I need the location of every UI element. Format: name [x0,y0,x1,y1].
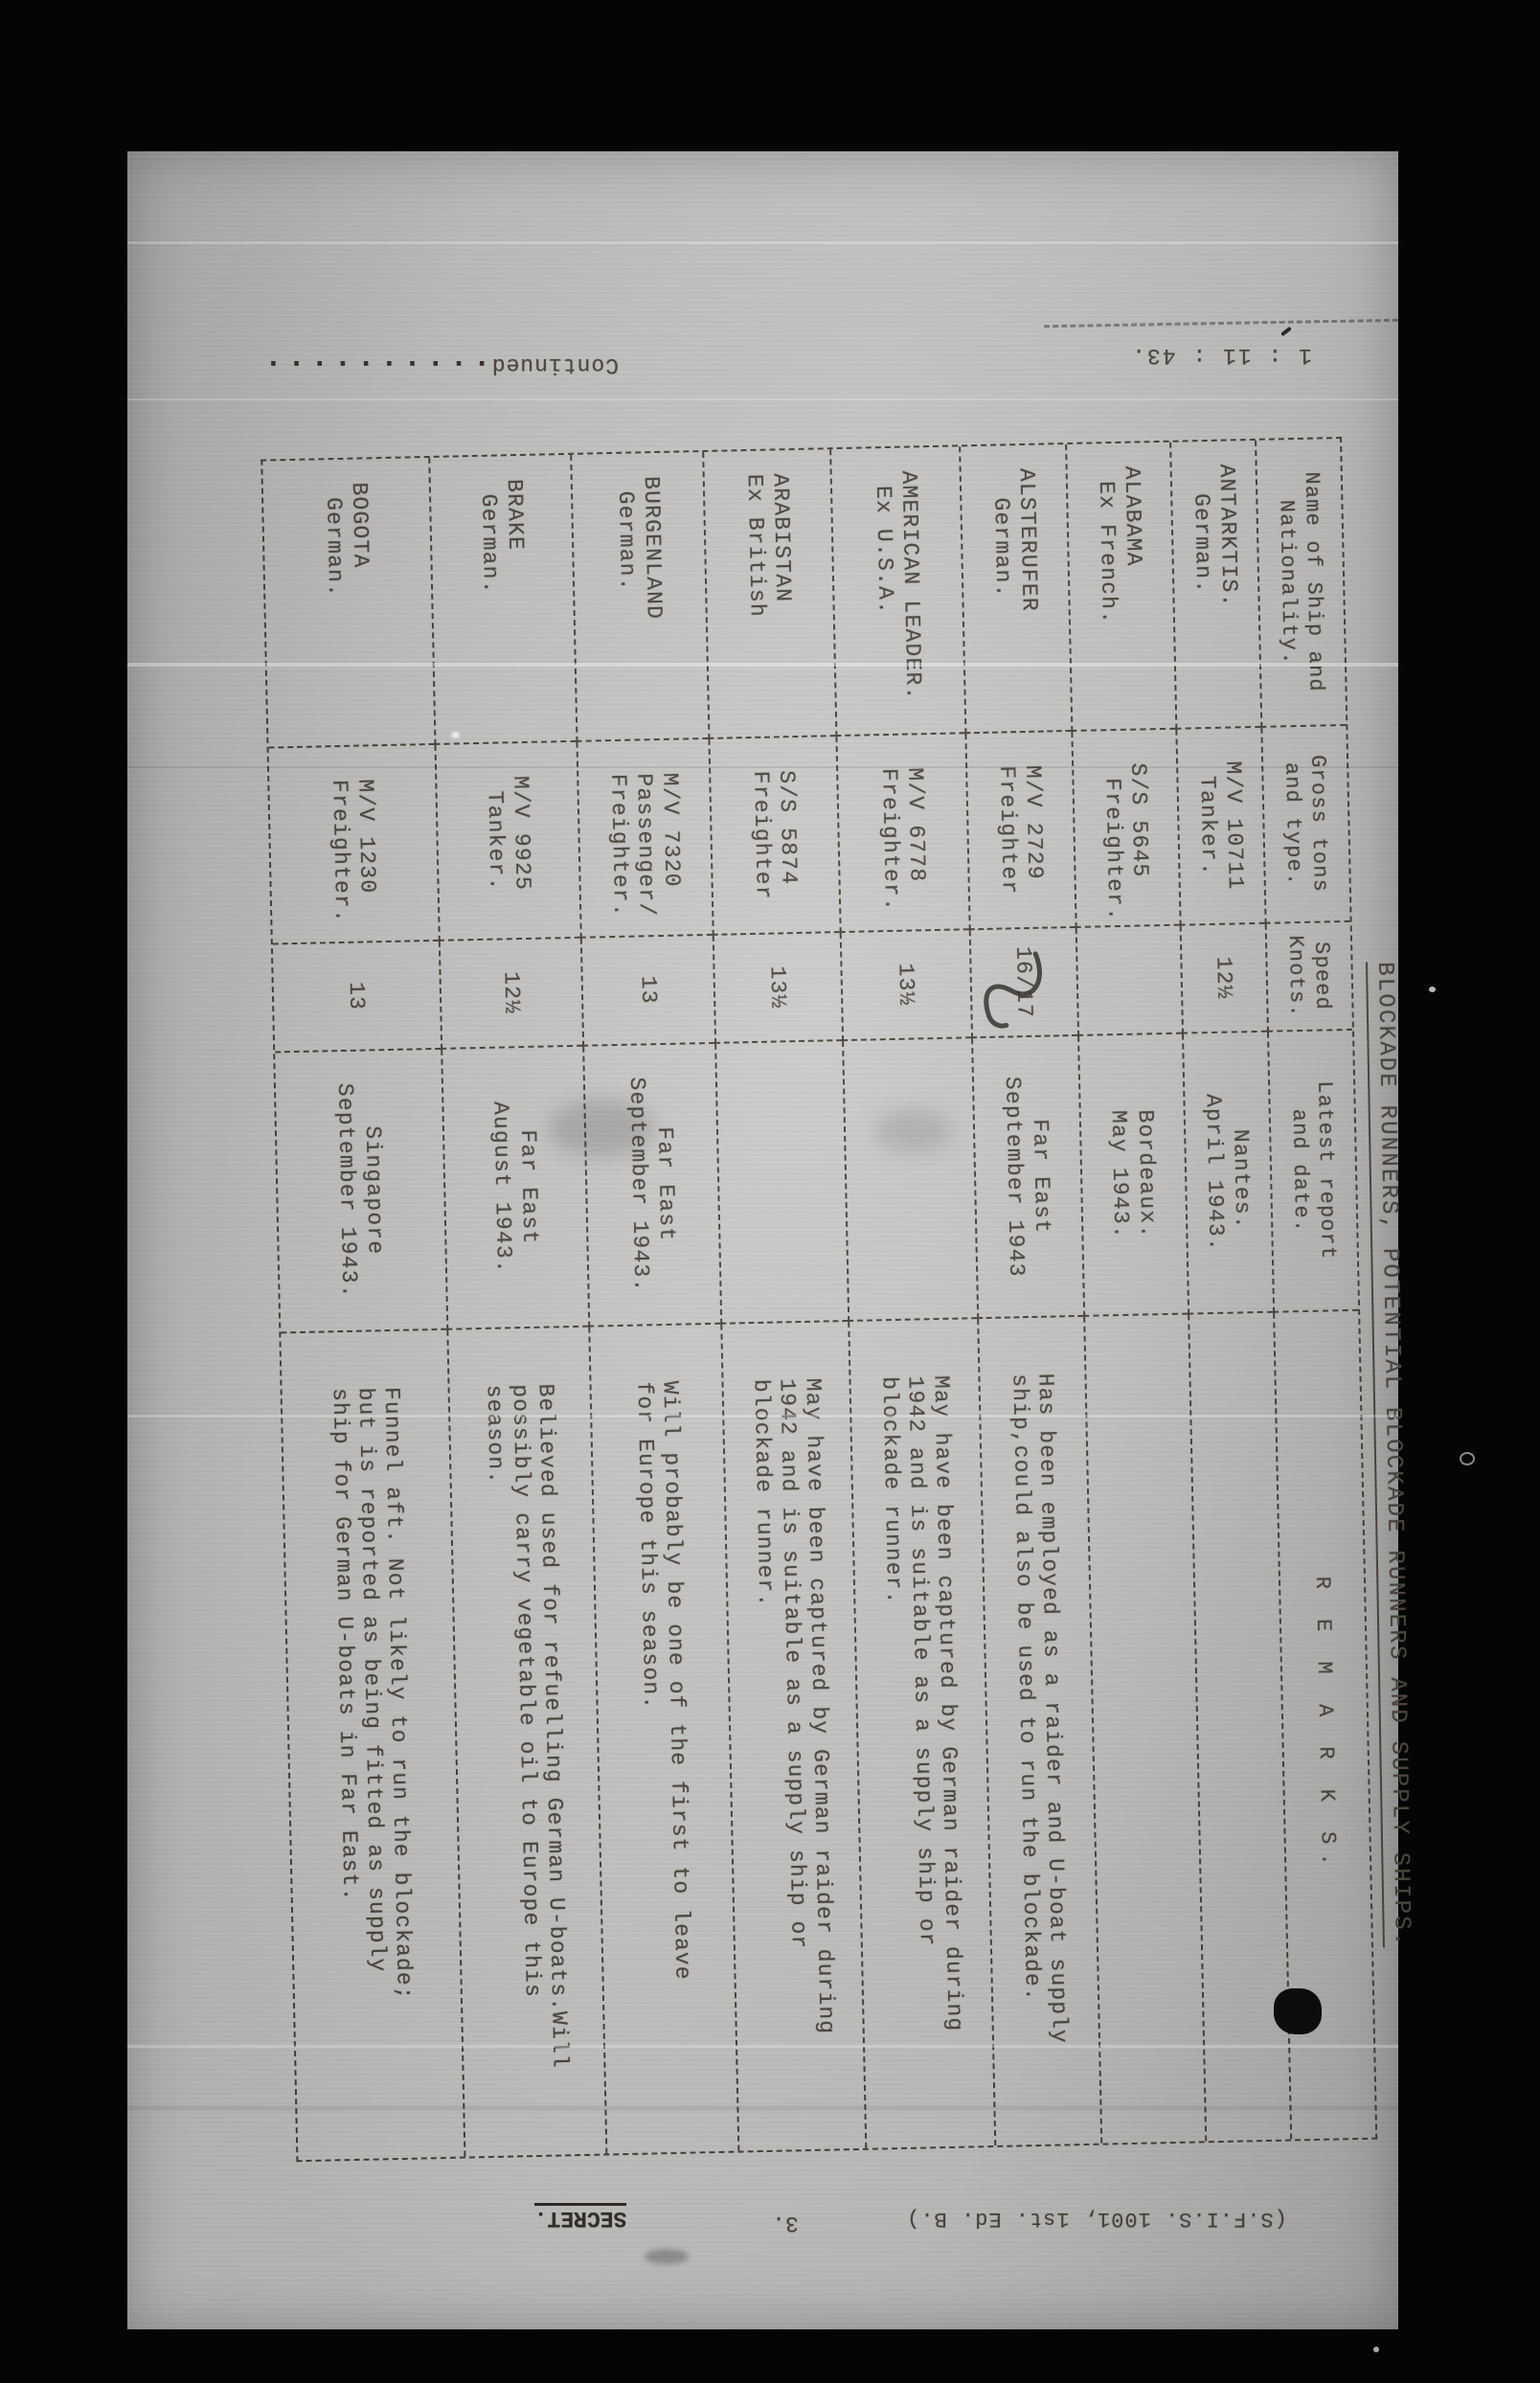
cell-tonnage-alsterufer: M/V 2729 Freighter [964,731,1076,931]
margin-speck [1429,987,1436,992]
cell-report-american-leader [842,1038,978,1323]
scan-streak [127,398,1398,400]
reference-text: (S.F.I.S. 1001, 1st. Ed. B.) [906,2207,1287,2232]
cell-name-arabistan: ARABISTAN Ex British [702,449,836,739]
continued-dots: ................ [257,356,491,374]
scan-streak [127,241,1398,244]
date-text: 1 : 11 : 43. [1130,343,1312,368]
ships-table-grid: Name of Ship and Nationality. Gross tons… [260,437,1378,2163]
date-annotation: 1 : 11 : 43. [1125,339,1317,372]
continued-annotation: Continued ................ [257,348,619,382]
page-title: BLOCKADE RUNNERS, POTENTIAL BLOCKADE RUN… [1366,962,1415,1948]
continued-label: Continued [490,352,619,377]
cell-remarks-alabama [1083,1314,1206,2144]
classification-text: SECRET. [533,2203,627,2232]
cell-speed-antarktis: 12½ [1179,923,1268,1034]
cell-report-burgenland: Far East September 1943. [582,1043,721,1328]
cell-name-alabama: ALABAMA Ex French. [1065,442,1176,732]
cell-report-alabama: Bordeaux. May 1943. [1077,1033,1189,1317]
cell-report-alsterufer: Far East September 1943 [971,1035,1084,1320]
header-tonnage: Gross tons and type. [1260,725,1350,924]
cell-remarks-arabistan: May have been captured by German raider … [720,1322,866,2151]
cell-speed-alabama [1075,925,1183,1036]
cell-speed-brake: 12½ [438,938,583,1050]
cell-remarks-brake: Believed used for refuelling German U-bo… [446,1327,606,2157]
stray-ink-tick [1280,326,1292,337]
margin-speck [1373,2347,1379,2352]
cell-speed-bogota: 13 [272,941,442,1054]
ships-table: Name of Ship and Nationality. Gross tons… [260,437,1378,2163]
margin-speck [1460,1452,1475,1465]
scanned-page: Continued ................ 1 : 11 : 43. … [127,151,1415,2329]
cell-tonnage-alabama: S/S 5645 Freighter. [1071,729,1180,928]
header-speed: Speed Knots. [1264,921,1352,1033]
cell-speed-arabistan: 13½ [712,933,843,1044]
cell-tonnage-brake: M/V 9925 Tanker. [434,741,580,942]
cell-remarks-american-leader: May have been captured by German raider … [848,1319,995,2148]
cell-report-bogota: Singapore September 1943. [275,1049,447,1334]
cell-report-arabistan [714,1041,849,1325]
punch-hole-mark [1274,1988,1322,2034]
cell-tonnage-antarktis: M/V 10711 Tanker. [1175,727,1265,926]
cell-name-brake: BRAKE German. [428,454,577,745]
cell-name-antarktis: ANTARKTIS. German. [1169,440,1261,730]
cell-report-antarktis: Nantes. April 1943. [1182,1032,1274,1315]
page-number: 3. [763,2209,807,2237]
cell-tonnage-american-leader: M/V 6778 Freighter. [835,734,969,934]
cell-speed-burgenland: 13 [579,935,715,1047]
cell-name-alsterufer: ALSTERUFER German. [959,444,1072,735]
handwritten-mark [984,951,1042,1029]
cell-speed-alsterufer: 16/17 [968,927,1078,1039]
cell-name-american-leader: AMERICAN LEADER. Ex U.S.A. [829,446,965,738]
cell-remarks-burgenland: Will probably be one of the first to lea… [588,1324,738,2154]
cell-tonnage-arabistan: S/S 5874 Freighter [708,737,840,936]
header-name: Name of Ship and Nationality. [1255,439,1347,728]
paper-crease [1044,318,1398,329]
cell-remarks-bogota: Funnel aft. Not likely to run the blocka… [327,1386,417,2001]
classification-stamp: SECRET. [522,2201,639,2234]
smudge-mark [645,2249,689,2264]
title-container: BLOCKADE RUNNERS, POTENTIAL BLOCKADE RUN… [1366,962,1415,2015]
cell-name-bogota: BOGOTA German. [262,457,435,749]
cell-name-burgenland: BURGENLAND German. [570,451,709,742]
cell-report-brake: Far East August 1943. [441,1046,589,1330]
cell-tonnage-burgenland: M/V 7320 Passenger/ Freighter. [576,738,713,939]
page-number-text: 3. [772,2211,799,2235]
cell-speed-american-leader: 13½ [839,930,972,1042]
reference-annotation: (S.F.I.S. 1001, 1st. Ed. B.) [880,2203,1313,2235]
cell-remarks-alsterufer: Has been employed as a raider and U-boat… [977,1316,1101,2145]
cell-tonnage-bogota: M/V 1230 Freighter. [268,744,439,945]
header-report: Latest report and date. [1267,1030,1359,1313]
